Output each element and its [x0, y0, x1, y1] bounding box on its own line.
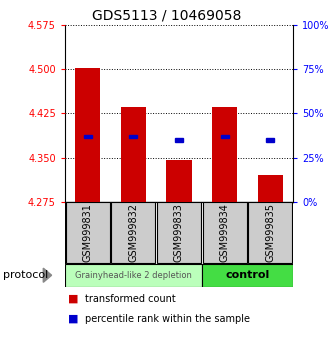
Text: transformed count: transformed count: [85, 294, 176, 304]
Text: GSM999835: GSM999835: [265, 203, 275, 262]
Bar: [202, 264, 293, 287]
Bar: [175, 138, 183, 142]
Bar: [75, 68, 100, 202]
Text: GSM999831: GSM999831: [83, 203, 93, 262]
Bar: [258, 175, 283, 202]
Bar: [220, 135, 229, 138]
Bar: [112, 202, 155, 263]
Text: GSM999834: GSM999834: [219, 203, 230, 262]
Bar: [65, 264, 202, 287]
Text: protocol: protocol: [3, 270, 49, 280]
Bar: [166, 160, 191, 202]
Bar: [66, 202, 110, 263]
Text: Grainyhead-like 2 depletion: Grainyhead-like 2 depletion: [75, 271, 192, 280]
Text: control: control: [225, 270, 269, 280]
Bar: [212, 107, 237, 202]
Text: GSM999832: GSM999832: [128, 203, 139, 262]
Bar: [84, 135, 92, 138]
Text: ■: ■: [68, 294, 79, 304]
Bar: [203, 202, 246, 263]
Bar: [121, 107, 146, 202]
Bar: [266, 138, 274, 142]
Bar: [157, 202, 201, 263]
Text: percentile rank within the sample: percentile rank within the sample: [85, 314, 250, 324]
Bar: [248, 202, 292, 263]
Text: ■: ■: [68, 314, 79, 324]
Polygon shape: [43, 268, 52, 282]
Bar: [129, 135, 138, 138]
Text: GSM999833: GSM999833: [174, 203, 184, 262]
Text: GDS5113 / 10469058: GDS5113 / 10469058: [92, 9, 241, 23]
